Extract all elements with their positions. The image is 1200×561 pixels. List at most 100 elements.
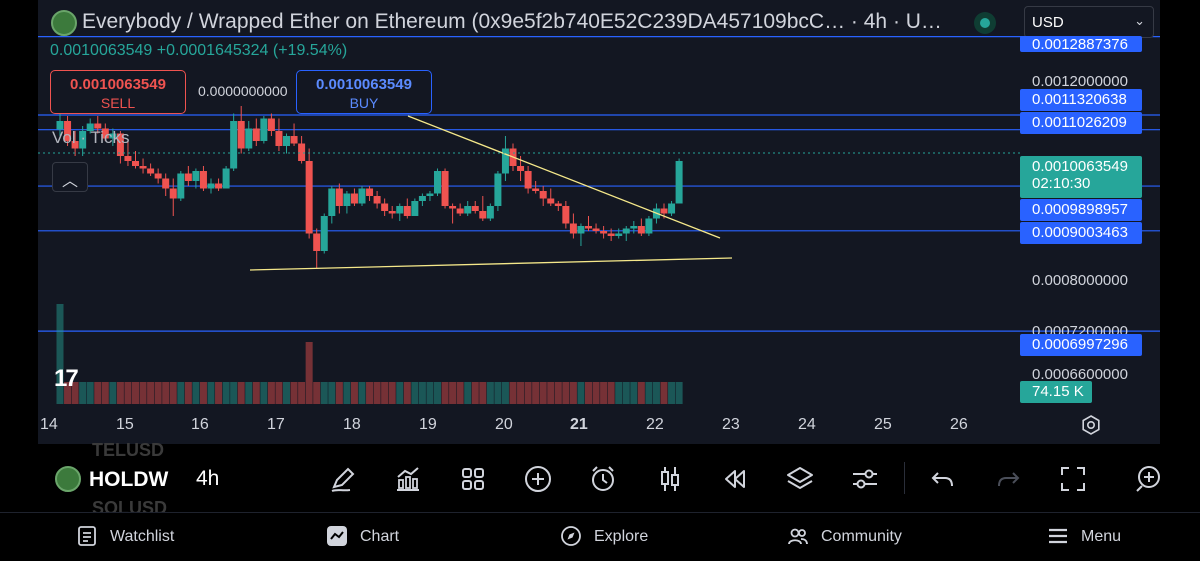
candle-body (192, 171, 200, 181)
candle-body (630, 226, 638, 229)
volume-bar (79, 382, 87, 404)
time-axis-label: 23 (722, 416, 740, 433)
volume-bar (350, 382, 358, 404)
replay-icon[interactable] (720, 464, 750, 494)
candle-body (426, 193, 434, 196)
left-margin (0, 0, 38, 444)
sell-button[interactable]: 0.0010063549 SELL (50, 70, 186, 114)
volume-bar (554, 382, 562, 404)
candle-body (524, 171, 532, 189)
volume-bar (479, 382, 487, 404)
candle-body (290, 136, 298, 144)
candle-body (660, 208, 668, 214)
price-axis-label: 0.0008000000 (1032, 272, 1128, 289)
line-price-tag: 0.0006997296 (1020, 334, 1142, 356)
candle-body (230, 121, 238, 169)
chart-icon (327, 526, 347, 546)
symbol-name: HOLDW (89, 468, 169, 491)
volume-bar (207, 382, 215, 404)
axis-settings-icon[interactable] (1080, 414, 1102, 436)
currency-select[interactable]: USD ⌄ (1024, 6, 1154, 38)
candle-body (147, 168, 155, 174)
candle-body (222, 168, 230, 189)
token-logo (55, 466, 81, 492)
volume-bar (403, 382, 411, 404)
timeframe-button[interactable]: 4h (196, 467, 220, 490)
volume-bar (147, 382, 155, 404)
candle-body (199, 171, 207, 189)
volume-bar (456, 382, 464, 404)
alert-icon[interactable] (588, 464, 618, 494)
price-chart[interactable] (0, 0, 1200, 444)
toolbar-divider (904, 462, 905, 494)
volume-bar (668, 382, 676, 404)
volume-bar (260, 382, 268, 404)
volume-bar (645, 382, 653, 404)
indicators-icon[interactable] (393, 464, 423, 494)
volume-bar (622, 382, 630, 404)
draw-icon[interactable] (328, 464, 358, 494)
volume-bar (411, 382, 419, 404)
candles-icon[interactable] (655, 464, 685, 494)
volume-bar (313, 382, 321, 404)
candle-body (162, 178, 170, 189)
volume-bar (116, 382, 124, 404)
candle-body (320, 216, 328, 251)
layout-icon[interactable] (458, 464, 488, 494)
volume-indicator-label[interactable]: Vol · Ticks (52, 128, 130, 147)
volume-bar (532, 382, 540, 404)
volume-bar (358, 382, 366, 404)
last-price-value: 0.0010063549 (1032, 158, 1128, 175)
undo-icon[interactable] (928, 464, 958, 494)
volume-bar (139, 382, 147, 404)
volume-bar (230, 382, 238, 404)
add-icon[interactable] (523, 464, 553, 494)
chart-title[interactable]: Everybody / Wrapped Ether on Ethereum (0… (82, 10, 942, 33)
candle-body (298, 143, 306, 161)
menu-icon (1049, 528, 1067, 544)
zoom-icon[interactable] (1134, 464, 1164, 494)
layers-icon[interactable] (785, 464, 815, 494)
support-trendline (249, 257, 733, 271)
candle-body (215, 183, 223, 189)
candle-body (169, 188, 177, 199)
volume-bar (305, 342, 313, 404)
buy-button[interactable]: 0.0010063549 BUY (296, 70, 432, 114)
candle-body (358, 188, 366, 204)
candle-body (668, 203, 676, 214)
volume-bar (660, 382, 668, 404)
volume-bar (547, 382, 555, 404)
candle-body (267, 118, 275, 131)
settings-icon[interactable] (850, 464, 880, 494)
chevron-up-icon[interactable]: ︿ (52, 162, 88, 192)
candle-body (313, 233, 321, 251)
volume-bar (71, 382, 79, 404)
candle-body (335, 188, 343, 206)
volume-bar (615, 382, 623, 404)
fullscreen-icon[interactable] (1058, 464, 1088, 494)
candle-body (622, 228, 630, 234)
candle-body (86, 123, 94, 131)
candle-body (434, 171, 441, 194)
volume-bar (449, 382, 457, 404)
volume-bar (162, 382, 170, 404)
candle-body (177, 173, 185, 199)
redo-icon[interactable] (993, 464, 1023, 494)
volume-bar (56, 304, 64, 404)
right-margin (1160, 0, 1200, 444)
chart-area[interactable] (38, 0, 1160, 444)
candle-body (456, 208, 464, 214)
volume-bar (298, 382, 306, 404)
buy-label: BUY (349, 95, 379, 111)
time-axis-label: 25 (874, 416, 892, 433)
volume-bar (464, 382, 472, 404)
nav-menu-label: Menu (1081, 528, 1122, 545)
spread-value: 0.0000000000 (198, 83, 288, 99)
nav-community-label: Community (821, 528, 902, 545)
candle-body (464, 206, 472, 214)
volume-bar (471, 382, 479, 404)
candle-body (449, 206, 457, 209)
candle-body (388, 211, 396, 214)
volume-bar (577, 382, 585, 404)
time-axis-label: 19 (419, 416, 437, 433)
